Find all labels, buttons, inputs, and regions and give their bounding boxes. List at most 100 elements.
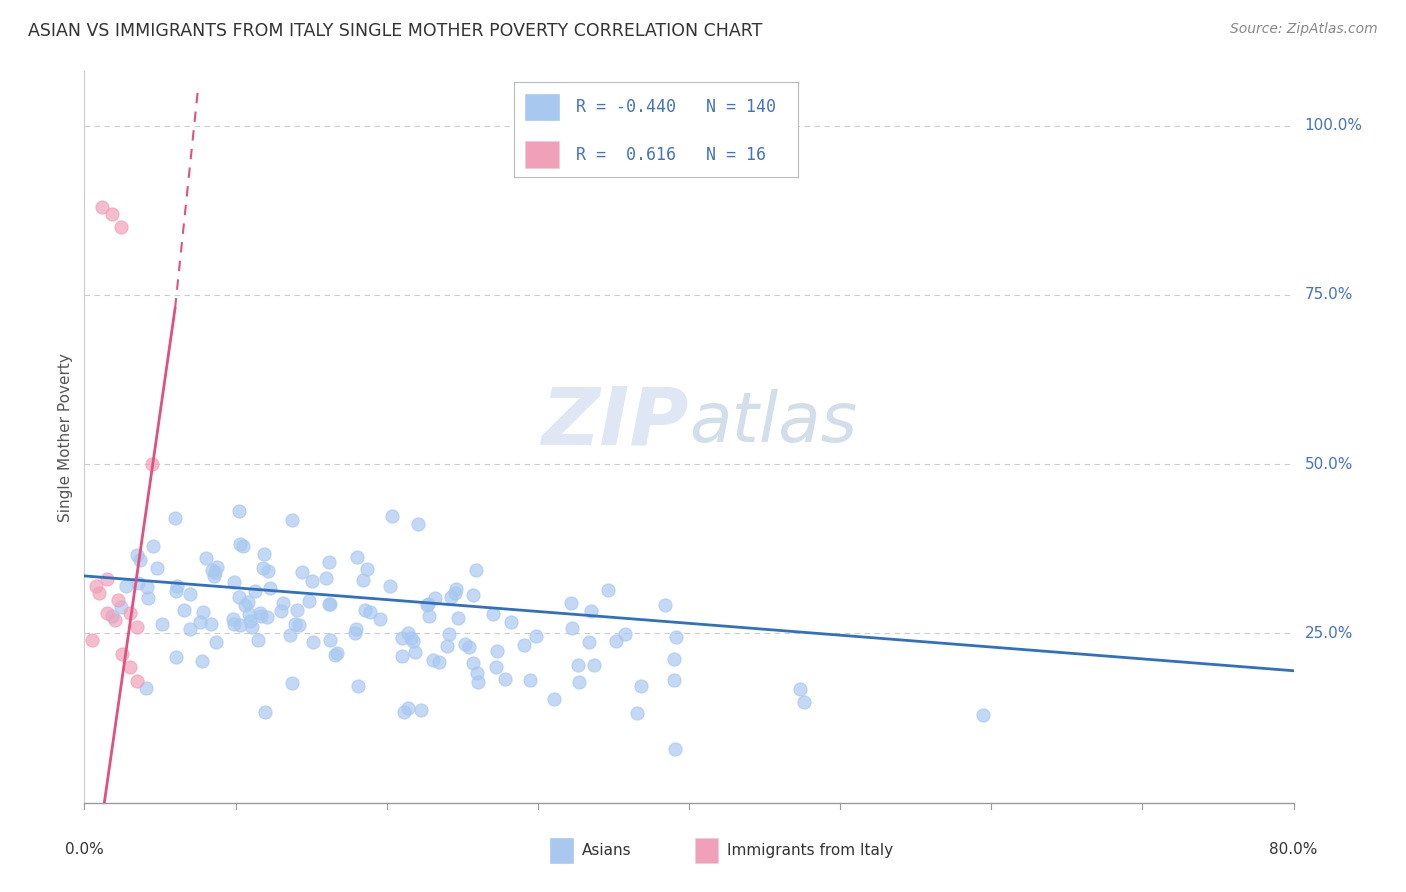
Point bbox=[89, 586, 111, 600]
Point bbox=[284, 617, 307, 632]
Point bbox=[271, 596, 294, 610]
Point bbox=[110, 600, 132, 615]
Point bbox=[252, 561, 274, 575]
Point bbox=[165, 584, 187, 599]
Point bbox=[80, 633, 103, 648]
Point bbox=[447, 611, 470, 625]
Point bbox=[236, 595, 259, 609]
Point bbox=[318, 633, 340, 648]
Point bbox=[107, 592, 129, 607]
Point bbox=[253, 547, 276, 561]
Point bbox=[256, 564, 278, 578]
Point bbox=[191, 605, 214, 619]
Point bbox=[354, 603, 377, 617]
Point bbox=[409, 704, 432, 718]
Point bbox=[202, 569, 225, 583]
Point bbox=[436, 639, 458, 653]
Text: ASIAN VS IMMIGRANTS FROM ITALY SINGLE MOTHER POVERTY CORRELATION CHART: ASIAN VS IMMIGRANTS FROM ITALY SINGLE MO… bbox=[28, 22, 762, 40]
Point bbox=[596, 582, 619, 597]
Point bbox=[96, 606, 118, 620]
Text: Source: ZipAtlas.com: Source: ZipAtlas.com bbox=[1230, 22, 1378, 37]
Point bbox=[344, 623, 367, 637]
Point bbox=[485, 659, 508, 673]
Point bbox=[418, 609, 440, 624]
Point bbox=[166, 579, 188, 593]
Point bbox=[256, 610, 278, 624]
Point bbox=[100, 206, 122, 220]
Point bbox=[425, 591, 447, 605]
Point bbox=[444, 585, 467, 599]
Point bbox=[224, 574, 246, 589]
Point bbox=[465, 563, 488, 577]
Point bbox=[96, 572, 118, 586]
Point bbox=[561, 621, 583, 635]
Point bbox=[481, 607, 503, 621]
Text: 100.0%: 100.0% bbox=[1305, 118, 1362, 133]
Point bbox=[270, 604, 292, 618]
Point bbox=[418, 597, 440, 611]
Point bbox=[136, 591, 159, 605]
Point bbox=[427, 655, 450, 669]
Point bbox=[368, 613, 391, 627]
Point bbox=[86, 579, 108, 593]
Text: ZIP: ZIP bbox=[541, 384, 689, 461]
Point bbox=[207, 559, 229, 574]
Point bbox=[243, 583, 266, 598]
Point bbox=[118, 660, 141, 674]
Point bbox=[195, 550, 218, 565]
Point bbox=[378, 579, 401, 593]
Point bbox=[233, 598, 256, 612]
Point bbox=[229, 617, 252, 632]
Point bbox=[249, 607, 271, 621]
Point bbox=[605, 633, 627, 648]
Point bbox=[458, 640, 481, 654]
Point bbox=[188, 615, 211, 629]
Point bbox=[664, 742, 686, 756]
Point bbox=[568, 675, 591, 690]
Point bbox=[142, 539, 165, 553]
Point bbox=[402, 634, 425, 648]
Point bbox=[190, 654, 212, 668]
Point bbox=[567, 658, 589, 673]
Point bbox=[315, 571, 337, 585]
Point bbox=[501, 615, 523, 630]
Point bbox=[356, 562, 378, 576]
Point bbox=[485, 644, 508, 658]
Point bbox=[204, 565, 226, 579]
Point bbox=[404, 645, 426, 659]
Point bbox=[281, 676, 304, 690]
Point bbox=[110, 220, 132, 235]
Point bbox=[129, 553, 152, 567]
Point bbox=[613, 627, 636, 641]
Point bbox=[318, 597, 340, 611]
Point bbox=[104, 613, 127, 627]
Point bbox=[519, 673, 541, 687]
Point bbox=[454, 637, 477, 651]
Point bbox=[254, 705, 277, 719]
Point bbox=[281, 512, 304, 526]
Point bbox=[543, 692, 565, 706]
Point bbox=[401, 631, 423, 645]
Point bbox=[972, 707, 994, 722]
Point bbox=[259, 581, 281, 595]
Point bbox=[630, 679, 652, 693]
Point bbox=[461, 588, 484, 602]
Point bbox=[467, 675, 489, 690]
Y-axis label: Single Mother Poverty: Single Mother Poverty bbox=[58, 352, 73, 522]
Point bbox=[391, 631, 413, 645]
Point bbox=[513, 639, 536, 653]
Text: 80.0%: 80.0% bbox=[1270, 842, 1317, 856]
Point bbox=[238, 607, 260, 621]
Point bbox=[654, 598, 676, 612]
Point bbox=[232, 539, 254, 553]
Point bbox=[136, 580, 159, 594]
Point bbox=[323, 648, 346, 662]
Point bbox=[165, 649, 187, 664]
Point bbox=[229, 536, 252, 550]
Point bbox=[200, 617, 222, 632]
Point bbox=[326, 646, 349, 660]
Point bbox=[391, 649, 413, 664]
Point bbox=[416, 599, 439, 613]
Point bbox=[127, 575, 149, 590]
Text: 0.0%: 0.0% bbox=[65, 842, 104, 856]
